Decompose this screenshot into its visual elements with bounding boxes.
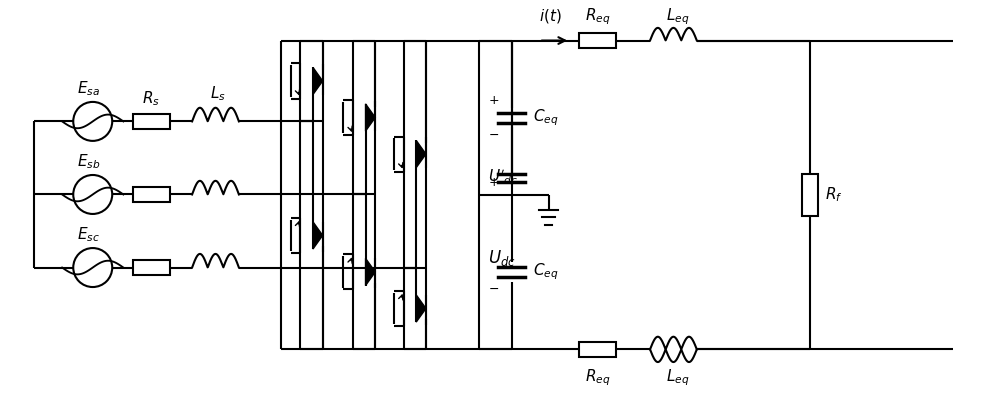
Polygon shape [366,258,375,286]
Bar [802,174,818,217]
Bar [579,33,616,48]
Text: $U'_{dc}$: $U'_{dc}$ [488,168,519,187]
Text: $E_{sb}$: $E_{sb}$ [77,152,101,171]
Text: $R_s$: $R_s$ [142,89,160,108]
Text: −: − [489,129,499,142]
Text: $C_{eq}$: $C_{eq}$ [533,262,559,283]
Text: $R_{eq}$: $R_{eq}$ [585,367,610,387]
Text: $R_f$: $R_f$ [825,185,843,204]
Text: $E_{sc}$: $E_{sc}$ [77,226,100,244]
Text: $L_s$: $L_s$ [210,84,225,103]
Bar [133,187,170,202]
Bar [133,260,170,275]
Polygon shape [313,222,323,249]
Polygon shape [416,140,426,168]
Polygon shape [416,295,426,322]
Text: $U_{dc}$: $U_{dc}$ [488,248,516,268]
Bar [133,114,170,129]
Text: $L_{eq}$: $L_{eq}$ [666,6,689,27]
Text: $C_{eq}$: $C_{eq}$ [533,107,559,128]
Text: −: − [489,283,499,296]
Text: +: + [489,94,499,107]
Polygon shape [366,104,375,131]
Text: $i(t)$: $i(t)$ [539,7,562,25]
Bar [579,342,616,357]
Polygon shape [313,67,323,95]
Text: $R_{eq}$: $R_{eq}$ [585,6,610,27]
Text: $E_{sa}$: $E_{sa}$ [77,79,100,98]
Text: $L_{eq}$: $L_{eq}$ [666,367,689,387]
Text: +: + [489,176,499,189]
